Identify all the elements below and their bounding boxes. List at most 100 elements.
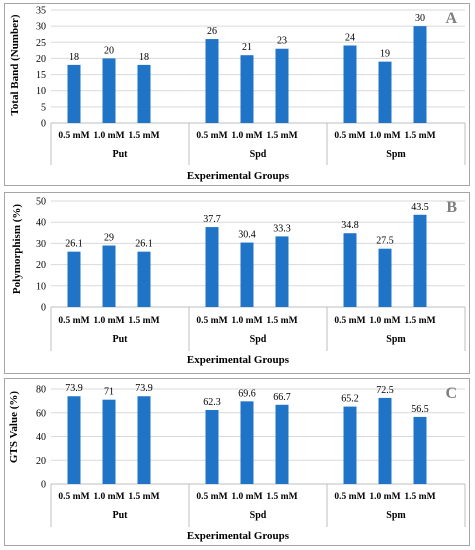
data-label: 20 [104, 45, 114, 56]
y-axis-label-c: GTS Value (%) [8, 390, 20, 464]
category-label: 0.5 mM [334, 492, 365, 502]
category-label: 0.5 mM [58, 131, 89, 141]
category-label: 1.5 mM [128, 131, 159, 141]
chart-panel-a: 0 5 10 15 20 25 30 35 18 0.5 mM 20 1.0 mM 18 1.5 mM Pu… [4, 3, 470, 186]
category-label: 1.5 mM [404, 131, 435, 141]
x-axis-label-c: Experimental Groups [186, 530, 290, 542]
y-tick-label: 40 [36, 432, 46, 443]
data-label: 73.9 [65, 383, 83, 394]
bar [343, 45, 357, 124]
chart-b-plot: 0 10 20 30 40 50 26.1 0.5 mM 29 1.0 mM 26.1 1.5 mM P… [36, 197, 466, 351]
bar [378, 248, 392, 307]
data-label: 66.7 [273, 392, 291, 403]
category-label: 1.0 mM [93, 316, 124, 326]
bar [205, 410, 219, 484]
y-tick-label: 50 [36, 197, 46, 208]
bar [343, 233, 357, 307]
y-tick-label: 25 [36, 38, 46, 49]
category-label: 1.0 mM [93, 492, 124, 502]
y-tick-label: 0 [41, 303, 46, 314]
bar [275, 236, 289, 307]
data-label: 72.5 [376, 385, 394, 396]
panel-letter-a: A [445, 10, 457, 27]
data-label: 56.5 [411, 404, 429, 415]
category-label: 1.0 mM [369, 492, 400, 502]
category-label: 0.5 mM [334, 131, 365, 141]
bar [67, 251, 81, 307]
y-tick-label: 80 [36, 385, 46, 396]
panel-letter-c: C [445, 385, 457, 402]
y-axis-label-b: Polymorphism (%) [11, 203, 23, 295]
bar [137, 396, 151, 484]
bar [205, 227, 219, 307]
group-label: Spd [250, 149, 267, 160]
group-label: Spm [386, 334, 406, 345]
data-label: 65.2 [341, 394, 359, 405]
y-tick-label: 20 [36, 260, 46, 271]
y-tick-label: 40 [36, 218, 46, 229]
data-label: 26 [207, 26, 217, 37]
bar [240, 55, 254, 124]
x-axis-label-a: Experimental Groups [186, 170, 290, 182]
category-label: 1.0 mM [93, 131, 124, 141]
category-label: 0.5 mM [196, 492, 227, 502]
bar [205, 39, 219, 123]
data-label: 18 [69, 52, 79, 63]
bar [240, 401, 254, 484]
bar [343, 406, 357, 484]
bar [240, 242, 254, 307]
category-label: 1.5 mM [404, 492, 435, 502]
category-label: 0.5 mM [334, 316, 365, 326]
category-label: 1.5 mM [404, 316, 435, 326]
data-label: 27.5 [376, 236, 394, 247]
bar [102, 58, 116, 123]
category-label: 1.0 mM [369, 131, 400, 141]
bar [275, 48, 289, 123]
chart-a-plot: 0 5 10 15 20 25 30 35 18 0.5 mM 20 1.0 mM 18 1.5 mM Pu… [36, 6, 466, 165]
data-label: 29 [104, 233, 114, 244]
y-tick-label: 5 [41, 102, 46, 113]
bar [413, 416, 427, 484]
y-tick-label: 60 [36, 408, 46, 419]
bar [137, 251, 151, 307]
group-label: Put [113, 334, 129, 345]
bar [378, 397, 392, 484]
data-label: 21 [242, 42, 252, 53]
bar [67, 64, 81, 123]
category-label: 1.5 mM [128, 492, 159, 502]
data-label: 69.6 [238, 388, 256, 399]
data-label: 34.8 [341, 220, 359, 231]
data-label: 71 [104, 387, 114, 398]
category-label: 1.0 mM [231, 131, 262, 141]
group-label: Spm [386, 149, 406, 160]
data-label: 23 [277, 36, 287, 47]
data-label: 26.1 [135, 239, 153, 250]
data-label: 30.4 [238, 230, 256, 241]
bar [102, 399, 116, 484]
data-label: 24 [345, 33, 355, 44]
data-label: 26.1 [65, 239, 83, 250]
y-tick-label: 35 [36, 6, 46, 17]
data-label: 43.5 [411, 202, 429, 213]
category-label: 1.0 mM [369, 316, 400, 326]
data-label: 33.3 [273, 223, 291, 234]
y-tick-label: 30 [36, 22, 46, 33]
category-label: 0.5 mM [196, 316, 227, 326]
group-label: Put [113, 510, 129, 521]
y-tick-label: 10 [36, 281, 46, 292]
bar [413, 214, 427, 307]
category-label: 1.5 mM [266, 492, 297, 502]
category-label: 1.5 mM [128, 316, 159, 326]
bar [378, 61, 392, 123]
y-tick-label: 20 [36, 456, 46, 467]
category-label: 1.5 mM [266, 131, 297, 141]
bar [275, 404, 289, 484]
group-label: Spd [250, 510, 267, 521]
bar [137, 64, 151, 123]
data-label: 18 [139, 52, 149, 63]
data-label: 73.9 [135, 383, 153, 394]
data-label: 19 [380, 49, 390, 60]
data-label: 30 [415, 13, 425, 24]
category-label: 1.0 mM [231, 316, 262, 326]
